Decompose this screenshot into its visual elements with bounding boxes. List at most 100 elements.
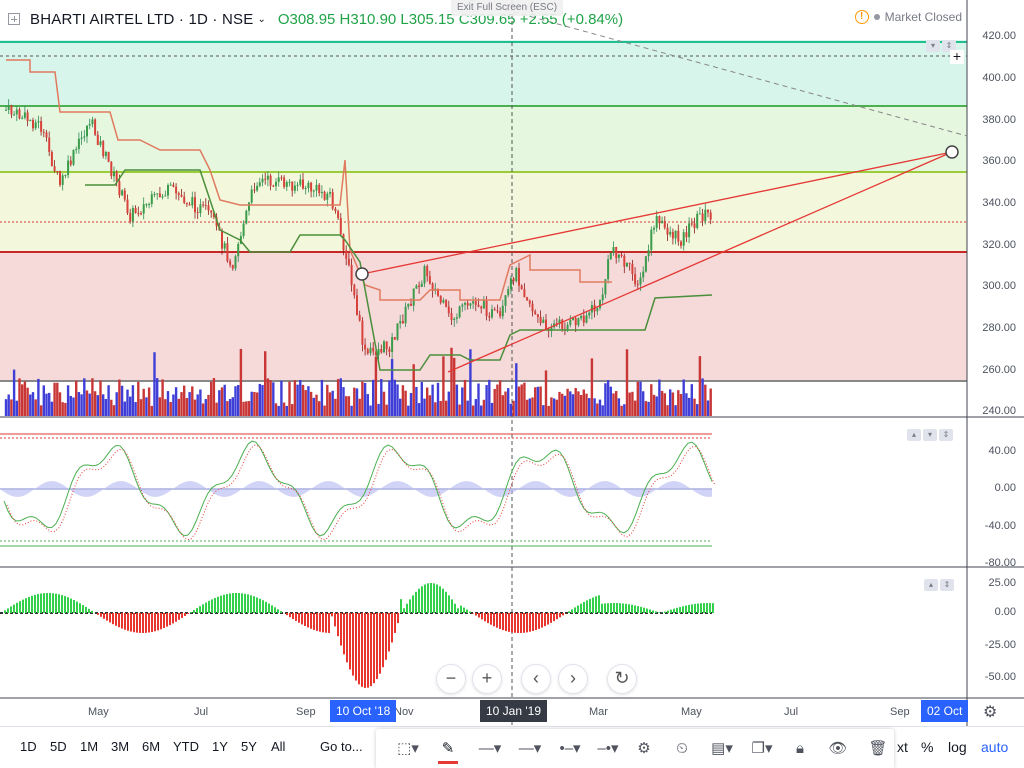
candle-body	[272, 185, 275, 187]
pane-collapse-icon[interactable]: ▾	[926, 40, 940, 52]
bottom-toolbar: 1D 5D 1M 3M 6M YTD 1Y 5Y All Go to... ⬚▾…	[0, 726, 1024, 768]
macd-axis-label: 0.00	[994, 606, 1016, 618]
volume-bar	[126, 389, 129, 416]
macd-bar	[388, 613, 390, 652]
macd-bar	[628, 604, 630, 613]
volume-bar	[158, 397, 162, 416]
volume-bar	[512, 400, 515, 416]
volume-bar	[239, 348, 243, 416]
volume-bar	[350, 405, 353, 416]
chart-canvas[interactable]	[0, 0, 1024, 726]
pencil-icon[interactable]: ✎	[434, 737, 462, 764]
macd-bar	[544, 613, 546, 627]
volume-bar	[312, 397, 315, 416]
volume-bar	[99, 380, 102, 416]
volume-bar	[423, 398, 426, 416]
range-ytd[interactable]: YTD	[173, 739, 199, 754]
chevron-down-icon[interactable]: ⌄	[257, 13, 266, 25]
eye-icon[interactable]: 👁︎	[828, 740, 848, 757]
macd-bar	[316, 613, 318, 631]
volume-bar	[463, 379, 467, 416]
add-alert-icon[interactable]: +	[950, 49, 964, 64]
macd-bar	[307, 613, 309, 628]
candle-body	[374, 351, 377, 355]
volume-bar	[412, 364, 415, 416]
macd-bar	[211, 599, 213, 613]
trash-icon[interactable]: 🗑︎	[868, 740, 888, 757]
lock-icon[interactable]: 🔒︎	[796, 740, 804, 757]
volume-bar	[75, 380, 78, 416]
macd-bar	[631, 604, 633, 613]
candle-body	[428, 276, 431, 284]
selection-icon[interactable]: ⬚▾	[397, 740, 419, 757]
macd-bar	[334, 613, 336, 627]
candle-body	[177, 193, 180, 196]
volume-bar	[450, 347, 453, 416]
zoom-out-icon[interactable]: −	[436, 664, 466, 694]
plus-box-icon[interactable]	[8, 13, 20, 25]
reset-icon[interactable]: ↻	[607, 664, 637, 694]
percent-scale-button[interactable]: %	[921, 739, 934, 755]
pane-up-icon[interactable]: ▴	[924, 579, 938, 591]
pane-up-icon[interactable]: ▴	[907, 429, 921, 441]
range-1m[interactable]: 1M	[80, 739, 99, 754]
volume-bar	[669, 389, 672, 416]
line-style-icon[interactable]: —▾	[478, 740, 502, 757]
range-all[interactable]: All	[271, 739, 286, 754]
volume-bar	[15, 400, 18, 416]
auto-scale-button[interactable]: auto	[981, 739, 1009, 755]
settings-icon[interactable]: ⚙	[983, 704, 998, 721]
range-5y[interactable]: 5Y	[241, 739, 257, 754]
log-scale-button[interactable]: log	[948, 739, 967, 755]
volume-bar	[204, 399, 207, 416]
alert-icon[interactable]: ⏲	[676, 740, 688, 757]
pane-toggle-icon[interactable]: ⇕	[942, 40, 956, 52]
template-icon[interactable]: ▤▾	[711, 740, 733, 757]
range-6m[interactable]: 6M	[142, 739, 161, 754]
goto-button[interactable]: Go to...	[320, 739, 363, 754]
macd-bar	[478, 613, 480, 618]
macd-axis-label: 25.00	[988, 577, 1016, 589]
candle-body	[185, 202, 188, 205]
candle-body	[302, 179, 304, 189]
candle-body	[234, 256, 237, 269]
macd-bar	[40, 593, 42, 613]
macd-bar	[13, 604, 15, 613]
volume-bar	[253, 391, 256, 416]
volume-bar	[188, 392, 191, 416]
macd-bar	[82, 605, 84, 613]
macd-pane-controls: ▴ ⇕	[924, 579, 954, 591]
pane-toggle-icon[interactable]: ⇕	[939, 429, 953, 441]
volume-bar	[255, 392, 259, 416]
status-dot-icon	[873, 14, 880, 20]
symbol-title[interactable]: BHARTI AIRTEL LTD · 1D · NSE	[30, 10, 254, 28]
pane-toggle-icon[interactable]: ⇕	[940, 579, 954, 591]
candle-body	[377, 348, 380, 355]
volume-bar	[639, 381, 642, 416]
macd-bar	[103, 613, 105, 619]
range-3m[interactable]: 3M	[111, 739, 130, 754]
macd-bar	[406, 603, 408, 613]
scroll-right-icon[interactable]: ›	[558, 664, 588, 694]
range-1d[interactable]: 1D	[20, 739, 37, 754]
range-5d[interactable]: 5D	[50, 739, 67, 754]
pane-down-icon[interactable]: ▾	[923, 429, 937, 441]
line-end-icon[interactable]: •–▾	[559, 740, 581, 757]
zoom-in-icon[interactable]: +	[472, 664, 502, 694]
range-1y[interactable]: 1Y	[212, 739, 228, 754]
macd-bar	[595, 596, 597, 613]
ext-hours-button[interactable]: xt	[897, 739, 908, 755]
volume-bar	[10, 399, 13, 416]
volume-bar	[26, 387, 29, 416]
candle-body	[431, 283, 434, 291]
candle-body	[331, 192, 334, 209]
candle-body	[680, 241, 682, 246]
exit-full-screen-hint[interactable]: Exit Full Screen (ESC)	[451, 0, 564, 16]
candle-body	[83, 136, 86, 138]
clone-icon[interactable]: ❐▾	[751, 740, 773, 757]
line-width-icon[interactable]: —▾	[518, 740, 542, 757]
scroll-left-icon[interactable]: ‹	[521, 664, 551, 694]
line-arrow-icon[interactable]: –•▾	[597, 740, 619, 757]
candle-body	[126, 199, 129, 214]
settings-icon[interactable]: ⚙	[637, 740, 651, 757]
